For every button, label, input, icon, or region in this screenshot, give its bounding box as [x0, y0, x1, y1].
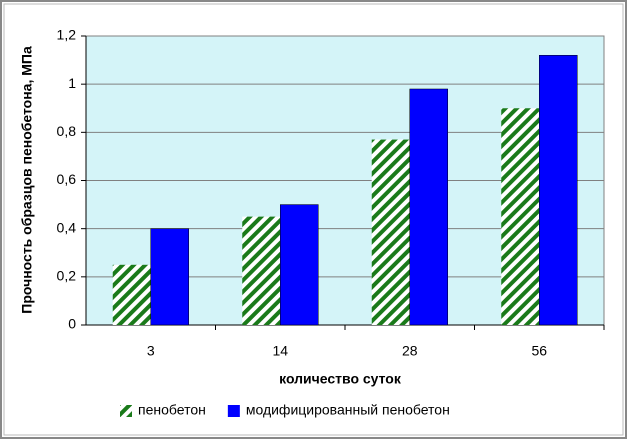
- legend-label: пенобетон: [138, 402, 206, 418]
- x-tick-label: 28: [402, 343, 418, 359]
- x-tick-label: 3: [147, 343, 155, 359]
- bar: [242, 216, 281, 325]
- legend-label: модифицированный пенобетон: [246, 402, 450, 418]
- x-axis-label: количество суток: [279, 371, 402, 387]
- y-tick-label: 0,4: [57, 219, 77, 235]
- y-tick-label: 1: [68, 75, 76, 91]
- frame-inner: [3, 3, 624, 436]
- bar: [409, 88, 448, 326]
- bar: [371, 139, 410, 325]
- y-tick-label: 0,2: [57, 268, 77, 284]
- y-tick-label: 0: [68, 316, 76, 332]
- bar: [280, 204, 319, 326]
- y-tick-label: 0,8: [57, 123, 77, 139]
- y-tick-label: 1,2: [57, 27, 77, 43]
- x-tick-label: 56: [531, 343, 547, 359]
- bar: [150, 228, 189, 326]
- y-tick-label: 0,6: [57, 171, 77, 187]
- x-tick-label: 14: [272, 343, 288, 359]
- legend-swatch: [120, 405, 132, 417]
- y-axis-label: Прочность образцов пенобетона, МПа: [19, 46, 35, 314]
- legend-swatch: [227, 405, 240, 417]
- bar: [501, 108, 540, 325]
- bar: [112, 264, 151, 325]
- bar: [539, 55, 578, 326]
